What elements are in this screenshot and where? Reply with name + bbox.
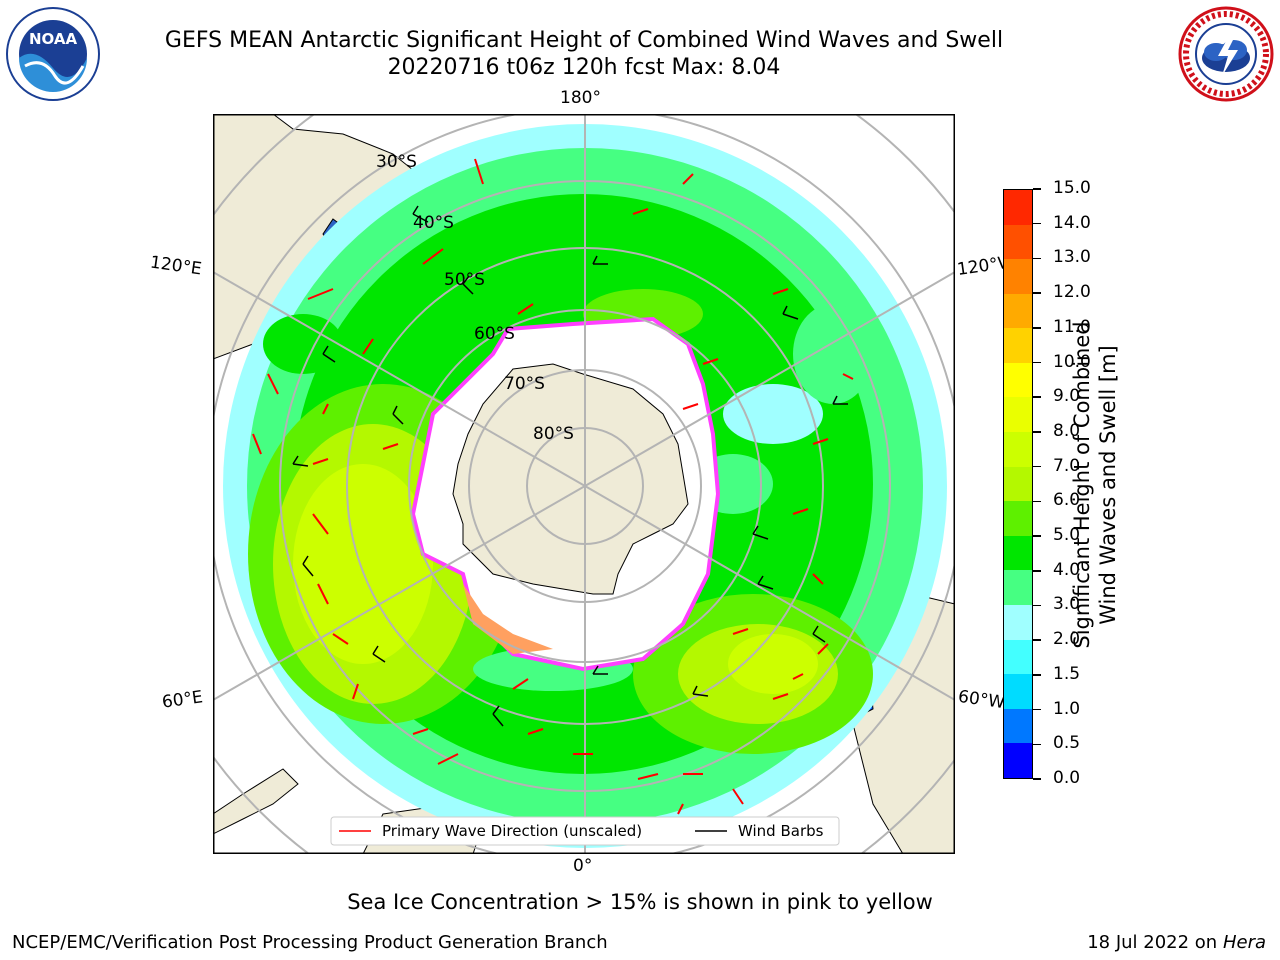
colorbar-tick-mark [1033,639,1041,641]
colorbar-tick-mark [1033,327,1041,329]
lon-label-0: 0° [573,856,593,876]
lat-label-60s: 60°S [474,324,515,344]
colorbar-segment [1004,432,1032,467]
colorbar-tick-mark [1033,431,1041,433]
colorbar-segment [1004,328,1032,363]
colorbar-tick-mark [1033,570,1041,572]
colorbar-tick-mark [1033,396,1041,398]
colorbar-segment [1004,466,1032,502]
lon-label-180: 180° [560,88,601,108]
colorbar-tick-mark [1033,361,1041,364]
polar-map [213,114,955,854]
lat-label-80s: 80°S [533,424,574,444]
colorbar-tick-label: 5.0 [1053,525,1081,546]
colorbar-tick-label: 10.0 [1053,351,1091,372]
colorbar-tick-label: 9.0 [1053,386,1081,407]
noaa-logo-text: NOAA [29,30,78,48]
colorbar-tick-mark [1033,465,1041,468]
colorbar-tick-label: 11.0 [1053,316,1091,337]
footer-left: NCEP/EMC/Verification Post Processing Pr… [12,932,608,953]
colorbar-tick-label: 1.5 [1053,663,1081,684]
colorbar-segment [1004,224,1032,260]
sea-ice-note: Sea Ice Concentration > 15% is shown in … [347,890,933,914]
colorbar-tick-label: 0.5 [1053,733,1081,754]
colorbar-segment [1004,708,1032,744]
colorbar-tick-mark [1033,500,1041,503]
colorbar [1003,189,1033,779]
nws-logo [1178,6,1274,102]
colorbar-tick-mark [1033,257,1041,260]
colorbar-segment [1004,570,1032,606]
colorbar-tick-label: 8.0 [1053,420,1081,441]
colorbar-tick-label: 6.0 [1053,490,1081,511]
colorbar-tick-mark [1033,222,1041,225]
colorbar-tick-label: 3.0 [1053,594,1081,615]
lon-label-60e: 60°E [160,687,205,713]
wind-barbs [292,205,848,727]
colorbar-tick-label: 14.0 [1053,212,1091,233]
colorbar-segment [1004,501,1032,536]
chart-subtitle: 20220716 t06z 120h fcst Max: 8.04 [387,55,781,80]
lat-label-30s: 30°S [376,152,417,172]
wave-direction-arrows [252,158,854,815]
colorbar-tick-label: 2.0 [1053,629,1081,650]
colorbar-tick-label: 12.0 [1053,282,1091,303]
colorbar-tick-label: 0.0 [1053,768,1081,788]
colorbar-label-line1: Significant Height of Combined [1070,321,1094,649]
legend-wind-barbs-label: Wind Barbs [738,822,824,840]
footer-date: 18 Jul 2022 on [1087,932,1223,953]
colorbar-segment [1004,293,1032,329]
antarctica-land [452,363,689,595]
colorbar-tick-mark [1033,604,1041,607]
lat-label-70s: 70°S [504,374,545,394]
colorbar-tick-mark [1033,674,1041,676]
noaa-logo: NOAA [6,7,100,101]
colorbar-tick-label: 7.0 [1053,455,1081,476]
graticule [213,114,955,854]
colorbar-segment [1004,639,1032,675]
colorbar-label: Significant Height of Combined Wind Wave… [1069,285,1121,685]
colorbar-segment [1004,605,1032,640]
colorbar-tick-label: 1.0 [1053,698,1081,719]
colorbar-tick-mark [1033,743,1041,746]
lon-label-120e: 120°E [148,252,203,280]
chart-title: GEFS MEAN Antarctic Significant Height o… [164,28,1004,53]
colorbar-tick-mark [1033,188,1041,190]
colorbar-tick-label: 4.0 [1053,559,1081,580]
colorbar-segment [1004,674,1032,709]
colorbar-segment [1004,397,1032,433]
lon-label-60w: 60°W [956,686,1007,714]
colorbar-segment [1004,743,1032,778]
legend-primary-wave-label: Primary Wave Direction (unscaled) [382,822,643,840]
colorbar-tick-mark [1033,778,1041,780]
colorbar-segment [1004,535,1032,571]
colorbar-tick-label: 15.0 [1053,178,1091,198]
footer-right: 18 Jul 2022 on Hera [1087,932,1266,953]
colorbar-tick-mark [1033,535,1041,537]
colorbar-tick-mark [1033,292,1041,294]
colorbar-tick-label: 13.0 [1053,247,1091,268]
colorbar-segment [1004,362,1032,398]
colorbar-tick-mark [1033,708,1041,711]
colorbar-segment [1004,189,1032,225]
lat-label-40s: 40°S [413,213,454,233]
map-legend [330,816,840,846]
lat-label-50s: 50°S [444,270,485,290]
colorbar-segment [1004,259,1032,294]
footer-machine: Hera [1222,932,1266,953]
colorbar-label-line2: Wind Waves and Swell [m] [1096,345,1120,625]
